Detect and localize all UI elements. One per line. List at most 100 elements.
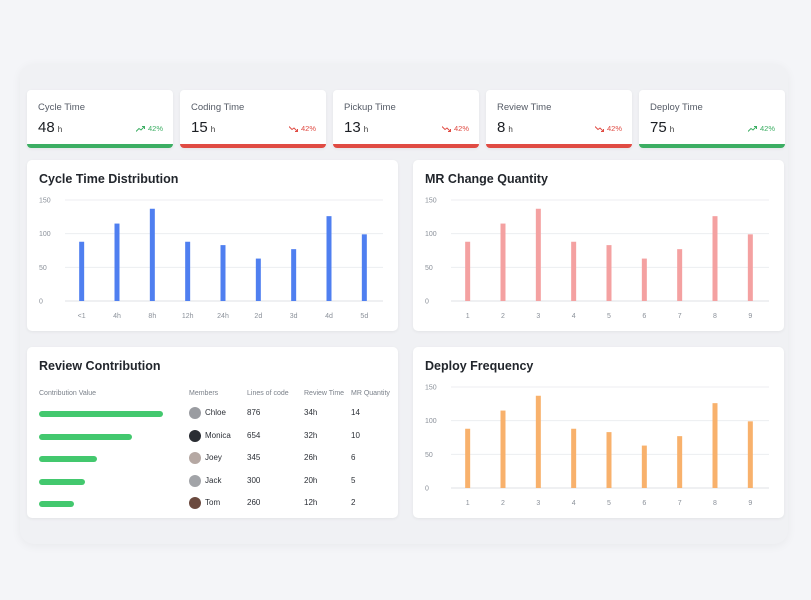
x-tick-label: 4h (113, 313, 121, 320)
x-tick-label: 7 (678, 500, 682, 507)
member-name: Joey (205, 453, 222, 462)
table-row[interactable]: Jack 300 20h 5 (27, 472, 398, 494)
bar[interactable] (677, 436, 683, 488)
bar[interactable] (535, 208, 541, 301)
y-tick-label: 150 (39, 198, 51, 205)
bar[interactable] (606, 432, 612, 488)
lines-of-code: 654 (247, 430, 261, 440)
x-tick-label: 1 (466, 313, 470, 320)
x-tick-label: 8 (713, 500, 717, 507)
kpi-card-pickup-time[interactable]: Pickup Time 13 h 42% (333, 90, 479, 148)
panel-title: Deploy Frequency (425, 359, 534, 373)
x-tick-label: 12h (182, 313, 194, 320)
x-tick-label: 3 (536, 313, 540, 320)
bar[interactable] (712, 403, 718, 488)
bar[interactable] (747, 234, 753, 301)
x-tick-label: 2 (501, 500, 505, 507)
kpi-card-coding-time[interactable]: Coding Time 15 h 42% (180, 90, 326, 148)
bar[interactable] (465, 241, 471, 301)
table-row[interactable]: Tom 260 12h 2 (27, 494, 398, 516)
contribution-bar (39, 433, 133, 440)
bar[interactable] (677, 249, 683, 301)
lines-of-code: 345 (247, 453, 261, 462)
lines-of-code: 260 (247, 498, 261, 507)
header-mr-quantity: MR Quantity (351, 390, 390, 397)
review-time: 20h (304, 475, 318, 485)
y-tick-label: 0 (425, 486, 429, 493)
table-row[interactable]: Chloe 876 34h 14 (27, 404, 398, 426)
kpi-status-bar (180, 144, 326, 148)
cycle-time-distribution-chart: 0 50 100 150 <1 4h 8h 12h 24h 2d 3d 4d 5d (39, 198, 383, 320)
avatar (189, 474, 201, 487)
header-contribution-value: Contribution Value (39, 390, 97, 397)
kpi-status-bar (639, 144, 785, 148)
y-tick-label: 150 (425, 198, 437, 205)
x-tick-label: 5 (607, 500, 611, 507)
table-row[interactable]: Monica 654 32h 10 (27, 427, 398, 449)
kpi-status-bar (27, 144, 173, 148)
bar[interactable] (291, 249, 297, 301)
y-tick-label: 50 (39, 265, 47, 272)
bar[interactable] (500, 223, 506, 301)
x-tick-label: 5d (360, 313, 368, 320)
bar[interactable] (571, 241, 577, 301)
kpi-card-cycle-time[interactable]: Cycle Time 48 h 42% (27, 90, 173, 148)
bar[interactable] (641, 445, 647, 488)
x-tick-label: 4 (572, 500, 576, 507)
x-tick-label: <1 (78, 313, 86, 320)
x-tick-label: 24h (217, 313, 229, 320)
mr-change-quantity-panel: MR Change Quantity 0 50 100 150 1 2 3 4 5 6 7 8 9 (413, 160, 784, 331)
bar[interactable] (641, 258, 647, 301)
avatar (189, 497, 201, 509)
bar[interactable] (606, 245, 612, 301)
kpi-label: Deploy Time (650, 102, 703, 113)
bar[interactable] (500, 410, 506, 488)
avatar (189, 429, 201, 442)
member-name: Jack (205, 475, 222, 485)
y-tick-label: 150 (425, 385, 437, 392)
bar[interactable] (79, 241, 85, 301)
bar[interactable] (326, 216, 332, 301)
kpi-status-bar (486, 144, 632, 148)
mr-quantity: 6 (351, 453, 356, 462)
bar[interactable] (571, 428, 577, 488)
table-row[interactable]: Joey 345 26h 6 (27, 449, 398, 471)
bar[interactable] (465, 428, 471, 488)
bar[interactable] (114, 223, 120, 301)
avatar (189, 407, 201, 419)
contribution-bar (39, 456, 97, 462)
header-members: Members (189, 390, 219, 397)
trend-down-icon (288, 125, 298, 132)
mr-quantity: 5 (351, 475, 356, 485)
bar[interactable] (255, 258, 261, 301)
x-tick-label: 2 (501, 313, 505, 320)
bar[interactable] (149, 208, 155, 301)
contribution-bar (39, 411, 164, 417)
x-tick-label: 5 (607, 313, 611, 320)
kpi-trend: 42% (747, 124, 775, 133)
cycle-time-distribution-panel: Cycle Time Distribution 0 50 100 150 <1 4h 8h 1… (27, 160, 398, 331)
kpi-trend: 42% (135, 124, 163, 133)
x-tick-label: 6 (642, 500, 646, 507)
kpi-card-deploy-time[interactable]: Deploy Time 75 h 42% (639, 90, 785, 148)
trend-down-icon (441, 125, 451, 132)
bar[interactable] (535, 395, 541, 488)
mr-quantity: 2 (351, 498, 356, 507)
kpi-value: 75 h (650, 119, 675, 136)
trend-up-icon (135, 125, 145, 132)
x-tick-label: 9 (748, 313, 752, 320)
bar[interactable] (712, 216, 718, 301)
y-tick-label: 50 (425, 265, 433, 272)
mr-quantity: 10 (351, 430, 360, 440)
review-time: 32h (304, 430, 318, 440)
bar[interactable] (220, 245, 226, 301)
bar[interactable] (361, 234, 367, 301)
bar[interactable] (185, 241, 191, 301)
contribution-bar (39, 501, 75, 507)
bar[interactable] (747, 421, 753, 488)
kpi-label: Coding Time (191, 102, 245, 113)
deploy-frequency-panel: Deploy Frequency 0 50 100 150 1 2 3 4 5 6 7 8 9 (413, 347, 784, 518)
member-name: Monica (205, 430, 231, 440)
panel-title: Cycle Time Distribution (39, 172, 179, 186)
